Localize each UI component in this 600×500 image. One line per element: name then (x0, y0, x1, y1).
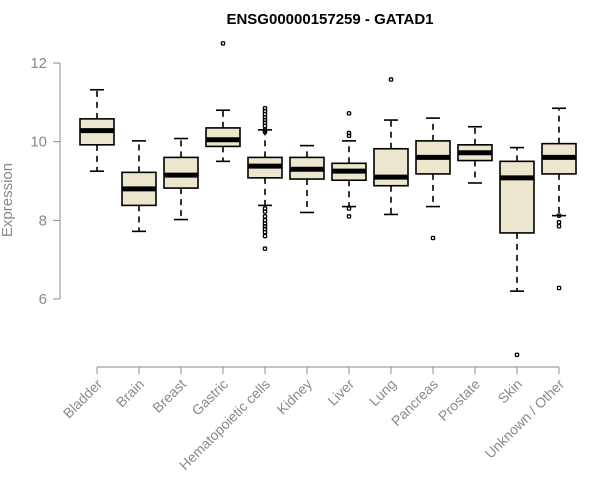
box-group (373, 77, 409, 216)
x-tick-label: Skin (495, 376, 526, 407)
outlier-point (346, 111, 352, 116)
box-group (457, 125, 493, 184)
box-group (331, 111, 367, 219)
y-tick-label: 6 (39, 291, 47, 308)
box-group (79, 88, 115, 172)
outlier-point (388, 77, 394, 82)
outlier-point (556, 213, 562, 218)
box-group (541, 107, 577, 291)
y-tick-label: 10 (30, 134, 47, 151)
y-tick-label: 12 (30, 55, 47, 72)
outlier-point (262, 246, 268, 251)
x-tick-label: Bladder (60, 376, 106, 422)
y-axis: 6 8 10 12 (30, 55, 61, 308)
outlier-point (514, 352, 520, 358)
outlier-point (220, 41, 226, 46)
outlier-point (556, 285, 562, 291)
outlier-point (262, 229, 268, 235)
chart-title: ENSG00000157259 - GATAD1 (226, 11, 433, 28)
iqr-box (499, 160, 535, 234)
box-group (499, 146, 535, 358)
box-group (247, 105, 283, 251)
outlier-point (262, 123, 268, 129)
iqr-box (205, 127, 241, 148)
outlier-point (556, 223, 562, 229)
y-tick-label: 8 (39, 212, 47, 229)
outlier-point (262, 209, 268, 214)
outlier-point (262, 129, 268, 135)
outlier-point (262, 214, 268, 219)
x-tick-label: Breast (149, 376, 189, 416)
box-group (415, 117, 451, 241)
x-tick-label: Brain (113, 376, 147, 410)
x-tick-label: Unknown / Other (482, 376, 568, 462)
x-tick-label: Pancreas (388, 376, 441, 429)
box-group (289, 144, 325, 214)
outlier-point (556, 220, 562, 225)
plot-area (79, 41, 577, 358)
y-axis-label: Expression (0, 163, 16, 237)
outlier-point (430, 235, 436, 241)
outlier-point (346, 214, 352, 219)
iqr-box (373, 147, 409, 187)
box-group (121, 140, 157, 233)
outlier-point (346, 206, 352, 211)
box-group (205, 41, 241, 163)
box-group (163, 137, 199, 221)
x-tick-label: Prostate (435, 376, 483, 424)
x-tick-label: Liver (324, 376, 357, 409)
x-tick-label: Kidney (274, 376, 316, 418)
outlier-point (346, 133, 352, 139)
outlier-point (262, 233, 268, 239)
x-tick-label: Lung (366, 376, 399, 409)
